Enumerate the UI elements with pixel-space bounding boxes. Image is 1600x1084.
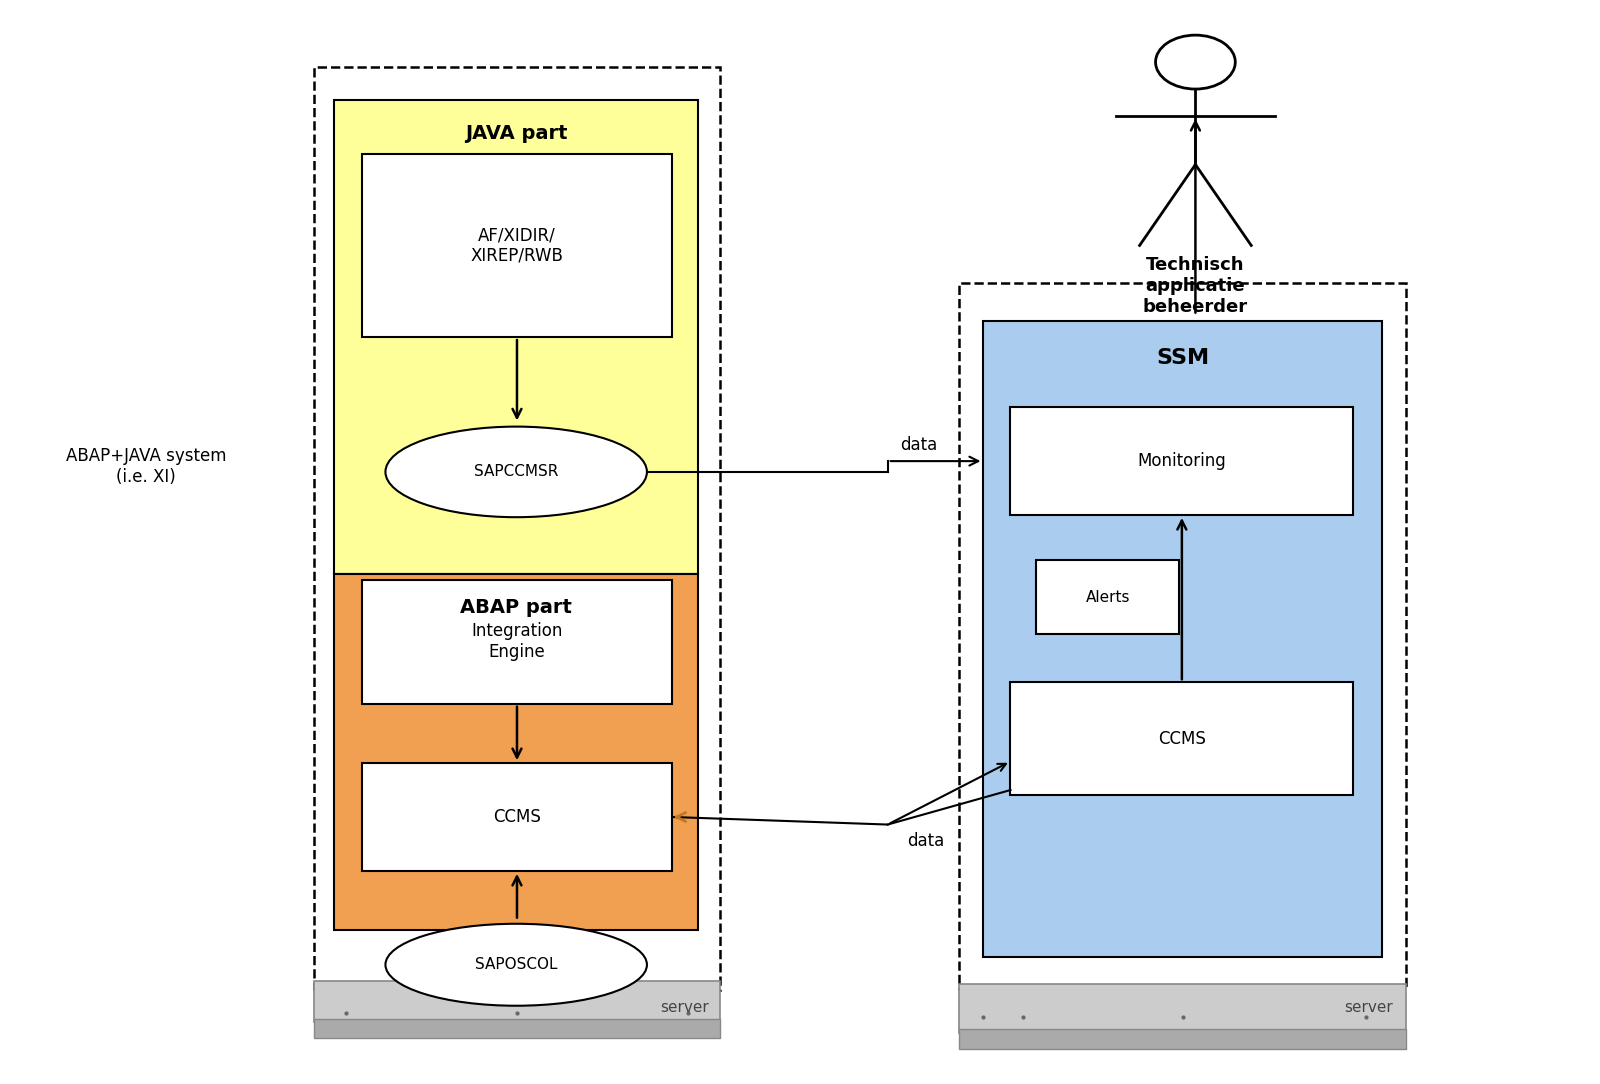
Text: Alerts: Alerts (1085, 590, 1130, 605)
Ellipse shape (386, 427, 646, 517)
Text: server: server (1344, 1001, 1394, 1016)
FancyBboxPatch shape (314, 981, 720, 1022)
FancyBboxPatch shape (960, 1030, 1406, 1049)
Text: data: data (907, 831, 944, 850)
Text: JAVA part: JAVA part (466, 124, 568, 143)
Text: data: data (901, 436, 938, 454)
FancyBboxPatch shape (984, 321, 1382, 957)
FancyBboxPatch shape (960, 984, 1406, 1033)
Text: ABAP part: ABAP part (461, 598, 573, 617)
Text: server: server (661, 1001, 709, 1016)
FancyBboxPatch shape (1011, 408, 1354, 515)
Text: Monitoring: Monitoring (1138, 452, 1226, 470)
Text: SAPOSCOL: SAPOSCOL (475, 957, 557, 972)
Ellipse shape (386, 924, 646, 1006)
FancyBboxPatch shape (362, 763, 672, 870)
Text: CCMS: CCMS (493, 808, 541, 826)
Text: SSM: SSM (1157, 348, 1210, 367)
Text: ABAP+JAVA system
(i.e. XI): ABAP+JAVA system (i.e. XI) (66, 447, 227, 486)
FancyBboxPatch shape (314, 1019, 720, 1038)
FancyBboxPatch shape (1011, 682, 1354, 796)
Text: Integration
Engine: Integration Engine (472, 622, 563, 661)
FancyBboxPatch shape (334, 100, 698, 575)
Text: SAPCCMSR: SAPCCMSR (474, 464, 558, 479)
Text: AF/XIDIR/
XIREP/RWB: AF/XIDIR/ XIREP/RWB (470, 227, 563, 264)
FancyBboxPatch shape (1035, 560, 1179, 634)
FancyBboxPatch shape (362, 154, 672, 337)
Text: Technisch
applicatie
beheerder: Technisch applicatie beheerder (1142, 256, 1248, 315)
FancyBboxPatch shape (960, 283, 1406, 990)
FancyBboxPatch shape (314, 67, 720, 990)
FancyBboxPatch shape (334, 575, 698, 930)
FancyBboxPatch shape (362, 580, 672, 704)
Text: CCMS: CCMS (1158, 730, 1206, 748)
